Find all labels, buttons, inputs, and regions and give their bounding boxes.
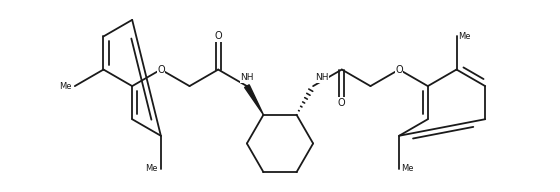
Text: O: O bbox=[214, 31, 222, 41]
Text: Me: Me bbox=[401, 164, 413, 173]
Text: O: O bbox=[395, 65, 403, 74]
Text: NH: NH bbox=[240, 73, 254, 82]
Text: Me: Me bbox=[145, 164, 157, 173]
Text: Me: Me bbox=[59, 82, 72, 91]
Text: O: O bbox=[157, 65, 165, 74]
Text: NH: NH bbox=[315, 73, 328, 82]
Polygon shape bbox=[245, 85, 263, 115]
Text: Me: Me bbox=[458, 32, 470, 41]
Text: O: O bbox=[338, 98, 346, 108]
